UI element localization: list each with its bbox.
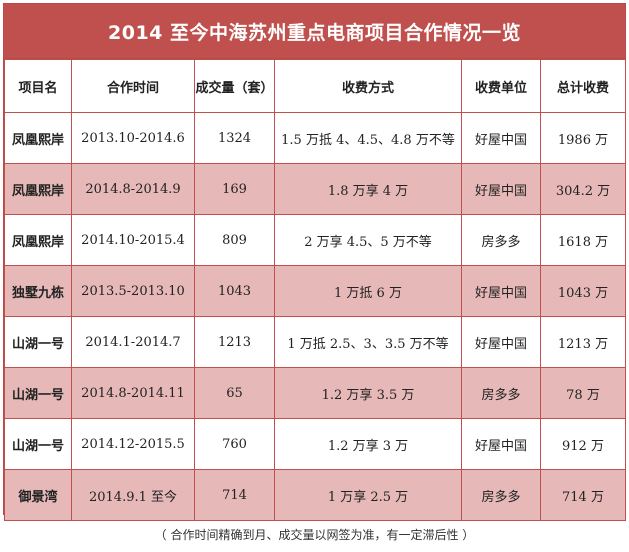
cell-cooperation-time: 2014.12-2015.5 (71, 418, 195, 470)
cell-cooperation-time: 2014.9.1 至今 (71, 469, 195, 521)
cell-cooperation-time: 2014.8-2014.9 (71, 163, 195, 215)
header-volume: 成交量（套） (194, 59, 275, 113)
cell-fee-method: 1 万抵 6 万 (274, 265, 462, 317)
cooperation-table: 项目名 合作时间 成交量（套） 收费方式 收费单位 总计收费 凤凰熙岸 2013… (4, 59, 626, 521)
cell-volume: 1324 (194, 112, 275, 164)
cell-fee-unit: 好屋中国 (461, 265, 541, 317)
table-row: 凤凰熙岸 2013.10-2014.6 1324 1.5 万抵 4、4.5、4.… (4, 112, 626, 164)
cell-total-fee: 1213 万 (540, 316, 626, 368)
cell-fee-method: 1 万享 2.5 万 (274, 469, 462, 521)
table-container: 2014 至今中海苏州重点电商项目合作情况一览 项目名 合作时间 成交量（套） … (3, 3, 626, 521)
cell-total-fee: 1618 万 (540, 214, 626, 266)
table-row: 凤凰熙岸 2014.8-2014.9 169 1.8 万享 4 万 好屋中国 3… (4, 163, 626, 215)
table-row: 独墅九栋 2013.5-2013.10 1043 1 万抵 6 万 好屋中国 1… (4, 265, 626, 317)
cell-fee-unit: 好屋中国 (461, 112, 541, 164)
footnote: （ 合作时间精确到月、成交量以网签为准，有一定滞后性 ） (154, 528, 475, 542)
cell-volume: 809 (194, 214, 275, 266)
cell-total-fee: 714 万 (540, 469, 626, 521)
header-project-name: 项目名 (4, 59, 72, 113)
cell-volume: 714 (194, 469, 275, 521)
table-row: 御景湾 2014.9.1 至今 714 1 万享 2.5 万 房多多 714 万 (4, 469, 626, 521)
cell-total-fee: 1986 万 (540, 112, 626, 164)
cell-total-fee: 1043 万 (540, 265, 626, 317)
cell-fee-method: 1.2 万享 3.5 万 (274, 367, 462, 419)
cell-project-name: 山湖一号 (4, 367, 72, 419)
cell-fee-unit: 好屋中国 (461, 163, 541, 215)
cell-fee-method: 1.8 万享 4 万 (274, 163, 462, 215)
cell-fee-method: 1.5 万抵 4、4.5、4.8 万不等 (274, 112, 462, 164)
cell-cooperation-time: 2013.10-2014.6 (71, 112, 195, 164)
header-fee-method: 收费方式 (274, 59, 462, 113)
cell-volume: 1213 (194, 316, 275, 368)
header-cooperation-time: 合作时间 (71, 59, 195, 113)
cell-volume: 1043 (194, 265, 275, 317)
cell-fee-method: 1 万抵 2.5、3、3.5 万不等 (274, 316, 462, 368)
cell-project-name: 独墅九栋 (4, 265, 72, 317)
header-fee-unit: 收费单位 (461, 59, 541, 113)
table-row: 山湖一号 2014.12-2015.5 760 1.2 万享 3 万 好屋中国 … (4, 418, 626, 470)
cell-total-fee: 912 万 (540, 418, 626, 470)
cell-total-fee: 78 万 (540, 367, 626, 419)
cell-fee-unit: 房多多 (461, 367, 541, 419)
header-row: 项目名 合作时间 成交量（套） 收费方式 收费单位 总计收费 (4, 59, 626, 113)
cell-total-fee: 304.2 万 (540, 163, 626, 215)
cell-project-name: 山湖一号 (4, 418, 72, 470)
header-total-fee: 总计收费 (540, 59, 626, 113)
cell-cooperation-time: 2014.8-2014.11 (71, 367, 195, 419)
cell-cooperation-time: 2013.5-2013.10 (71, 265, 195, 317)
cell-project-name: 凤凰熙岸 (4, 163, 72, 215)
cell-fee-method: 1.2 万享 3 万 (274, 418, 462, 470)
table-row: 山湖一号 2014.1-2014.7 1213 1 万抵 2.5、3、3.5 万… (4, 316, 626, 368)
cell-project-name: 山湖一号 (4, 316, 72, 368)
cell-fee-unit: 好屋中国 (461, 316, 541, 368)
cell-fee-unit: 房多多 (461, 469, 541, 521)
table-row: 凤凰熙岸 2014.10-2015.4 809 2 万享 4.5、5 万不等 房… (4, 214, 626, 266)
cell-fee-unit: 房多多 (461, 214, 541, 266)
cell-fee-method: 2 万享 4.5、5 万不等 (274, 214, 462, 266)
cell-cooperation-time: 2014.10-2015.4 (71, 214, 195, 266)
cell-volume: 760 (194, 418, 275, 470)
cell-project-name: 凤凰熙岸 (4, 112, 72, 164)
cell-fee-unit: 好屋中国 (461, 418, 541, 470)
cell-project-name: 凤凰熙岸 (4, 214, 72, 266)
table-row: 山湖一号 2014.8-2014.11 65 1.2 万享 3.5 万 房多多 … (4, 367, 626, 419)
cell-volume: 65 (194, 367, 275, 419)
cell-cooperation-time: 2014.1-2014.7 (71, 316, 195, 368)
cell-volume: 169 (194, 163, 275, 215)
cell-project-name: 御景湾 (4, 469, 72, 521)
table-title: 2014 至今中海苏州重点电商项目合作情况一览 (4, 4, 625, 59)
